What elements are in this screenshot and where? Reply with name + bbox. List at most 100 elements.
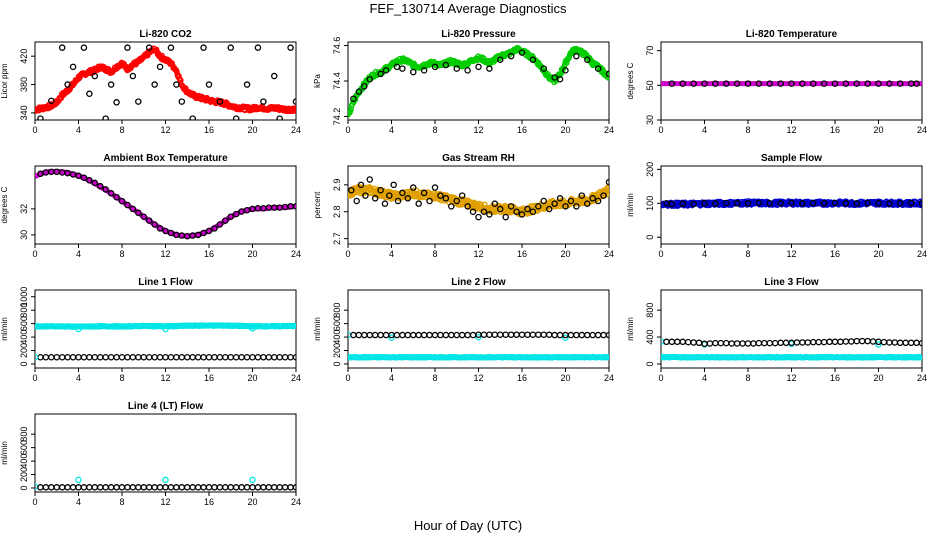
y-tick-label: 100: [645, 196, 655, 211]
data-point: [292, 105, 296, 112]
data-point: [388, 334, 395, 341]
data-point: [886, 80, 893, 87]
data-point: [145, 217, 153, 224]
data-point: [183, 353, 191, 361]
y-axis-label: Licor ppm: [0, 63, 9, 98]
data-point: [189, 115, 196, 120]
data-point: [918, 339, 922, 347]
y-axis-label: degrees C: [0, 186, 9, 223]
data-point: [64, 81, 71, 88]
x-tick-label: 4: [702, 373, 707, 383]
x-tick-label: 24: [604, 249, 614, 259]
data-point: [810, 338, 817, 346]
data-point: [265, 353, 273, 361]
data-point: [907, 199, 915, 207]
data-point: [897, 200, 904, 207]
series-group: [35, 476, 296, 491]
data-point: [393, 63, 401, 71]
y-tick-label: 400: [645, 330, 655, 345]
data-point: [167, 353, 175, 361]
x-tick-label: 12: [160, 125, 170, 135]
data-point: [679, 338, 687, 346]
data-point: [668, 338, 676, 346]
data-point: [366, 331, 373, 339]
data-point: [589, 331, 596, 339]
data-point: [381, 200, 389, 207]
y-tick-label: 0: [645, 235, 655, 240]
data-point: [869, 338, 877, 345]
data-point: [362, 192, 369, 199]
data-point: [80, 353, 88, 361]
data-point: [744, 340, 752, 347]
x-tick-label: 20: [873, 249, 883, 259]
data-point: [222, 217, 229, 224]
data-point: [254, 353, 262, 361]
data-point: [80, 484, 88, 491]
y-tick-label: 30: [645, 115, 655, 125]
data-point: [205, 81, 213, 88]
data-point: [739, 340, 746, 347]
x-tick-label: 0: [32, 497, 37, 507]
data-point: [540, 65, 548, 72]
data-point: [200, 353, 207, 361]
data-point: [919, 354, 922, 361]
data-point: [594, 65, 602, 72]
y-tick-label: 800: [19, 303, 29, 318]
x-tick-label: 20: [560, 249, 570, 259]
y-tick-label: 600: [19, 440, 29, 455]
data-point: [875, 200, 882, 207]
x-tick-label: 20: [873, 125, 883, 135]
data-point: [194, 484, 202, 491]
y-tick-label: 400: [19, 330, 29, 345]
data-point: [573, 52, 580, 60]
data-point: [766, 80, 774, 87]
panel-title: Line 3 Flow: [764, 277, 819, 288]
data-point: [562, 67, 569, 74]
data-point: [788, 80, 795, 87]
x-tick-label: 20: [560, 125, 570, 135]
data-point: [464, 331, 471, 339]
x-tick-label: 24: [604, 373, 614, 383]
x-tick-label: 24: [917, 125, 927, 135]
data-point: [815, 338, 822, 346]
data-point: [124, 44, 131, 51]
x-tick-label: 8: [119, 497, 124, 507]
y-tick-label: 1000: [19, 287, 29, 307]
data-point: [475, 213, 482, 221]
data-point: [755, 80, 763, 87]
x-tick-label: 12: [160, 497, 170, 507]
panel-title: Line 1 Flow: [138, 277, 193, 288]
data-point: [605, 70, 609, 78]
data-point: [891, 339, 899, 346]
data-point: [415, 331, 422, 339]
y-tick-label: 200: [19, 467, 29, 482]
y-tick-label: 0: [645, 361, 655, 366]
data-point: [377, 70, 384, 78]
data-point: [151, 81, 158, 88]
data-point: [211, 225, 218, 232]
data-point: [437, 331, 444, 339]
data-point: [238, 353, 245, 361]
data-point: [706, 340, 714, 347]
data-point: [605, 74, 609, 81]
data-point: [292, 484, 296, 491]
panel-title: Li-820 Temperature: [746, 29, 838, 40]
data-point: [227, 484, 234, 491]
data-point: [249, 353, 256, 361]
data-point: [58, 44, 66, 51]
data-point: [69, 353, 77, 361]
data-point: [551, 200, 558, 207]
plot-frame: [34, 413, 297, 493]
series-group: [35, 322, 296, 361]
data-point: [91, 353, 99, 361]
x-tick-label: 12: [473, 125, 483, 135]
data-point: [556, 195, 564, 202]
data-point: [211, 484, 218, 491]
data-point: [350, 331, 357, 339]
data-point: [578, 331, 586, 339]
data-point: [64, 484, 71, 491]
data-point: [243, 353, 251, 361]
x-tick-label: 12: [786, 125, 796, 135]
data-point: [86, 353, 93, 361]
data-point: [701, 80, 708, 87]
